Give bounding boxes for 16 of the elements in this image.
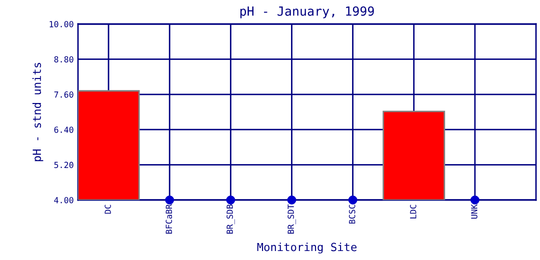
x-axis-title: Monitoring Site: [257, 242, 357, 254]
x-tick-label: BR_SDB: [226, 204, 235, 234]
y-tick-label: 5.20: [54, 162, 74, 168]
x-tick-label: BFCaBR: [166, 204, 172, 234]
y-tick-label: 6.40: [54, 126, 74, 133]
y-axis-title: pH - stnd units: [32, 62, 44, 162]
y-tick-label: 8.80: [54, 56, 74, 63]
x-tick-label: LDC: [410, 204, 416, 218]
x-tick-label: BCSC: [348, 204, 356, 224]
chart-title: pH - January, 1999: [240, 6, 374, 18]
y-tick-label: 7.60: [54, 91, 74, 98]
x-tick-label: BR_SDT: [288, 204, 296, 234]
y-tick-label: 10.00: [50, 21, 74, 28]
x-tick-label: UNK: [471, 204, 478, 219]
y-tick-label: 4.00: [54, 197, 74, 204]
x-tick-label: DC: [104, 204, 111, 214]
